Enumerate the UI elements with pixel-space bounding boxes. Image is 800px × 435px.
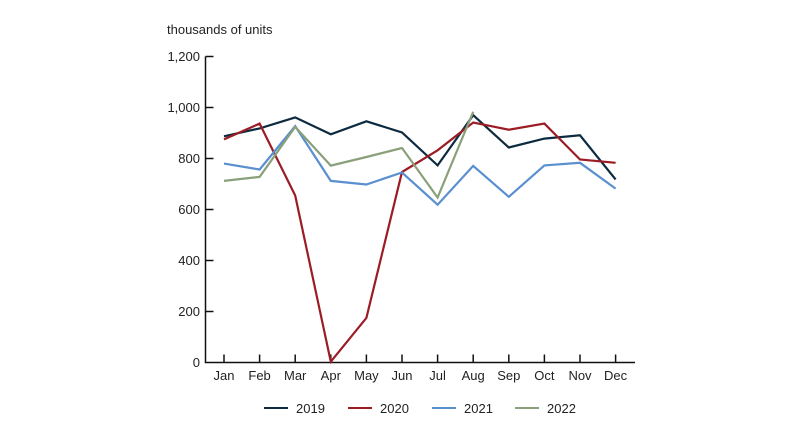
x-tick-label: Sep [497,368,520,383]
legend-item-2021: 2021 [432,398,493,418]
legend-swatch-2022 [515,406,539,410]
series-lines [223,111,617,365]
x-tick-label: Jan [214,368,235,383]
legend-item-2019: 2019 [264,398,325,418]
y-tick-label: 400 [178,253,200,268]
legend-label-2022: 2022 [547,400,576,416]
y-axis-title: thousands of units [167,22,273,37]
y-tick-label: 600 [178,202,200,217]
y-axis: 0 200 400 600 800 1,000 1,200 [167,49,214,370]
x-tick-label: Oct [534,368,555,383]
legend-label-2020: 2020 [380,400,409,416]
x-tick-label: May [354,368,379,383]
x-tick-label: Apr [321,368,342,383]
y-tick-label: 0 [193,355,200,370]
x-tick-label: Jul [429,368,446,383]
x-tick-label: Aug [462,368,485,383]
legend-item-2020: 2020 [348,398,409,418]
x-tick-label: Mar [284,368,307,383]
legend-swatch-2020 [348,406,372,410]
x-tick-label: Jun [392,368,413,383]
y-tick-label: 1,000 [167,100,200,115]
series-line-2022 [223,111,475,200]
x-tick-label: Dec [604,368,628,383]
legend-label-2021: 2021 [464,400,493,416]
x-tick-label: Feb [248,368,270,383]
series-line-2019 [223,113,617,181]
legend: 2019 2020 2021 2022 [0,398,800,418]
y-tick-label: 200 [178,304,200,319]
legend-swatch-2019 [264,406,288,410]
x-axis: Jan Feb Mar Apr May Jun Jul Aug Sep Oct Nov Dec [204,354,635,383]
legend-label-2019: 2019 [296,400,325,416]
x-tick-label: Nov [568,368,592,383]
series-line-2021 [223,124,617,207]
y-tick-label: 1,200 [167,49,200,64]
legend-swatch-2021 [432,406,456,410]
y-tick-label: 800 [178,151,200,166]
series-line-2020 [223,121,616,365]
legend-item-2022: 2022 [515,398,576,418]
